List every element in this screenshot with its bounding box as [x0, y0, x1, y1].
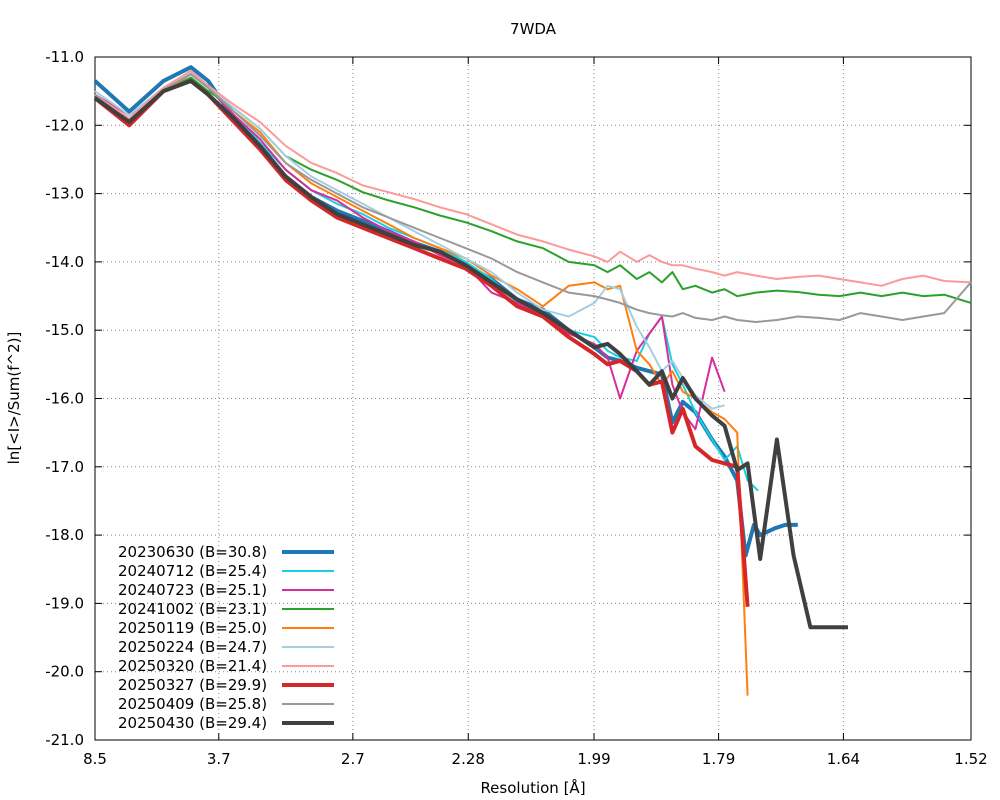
legend: 20230630 (B=30.8)20240712 (B=25.4)202407… [118, 543, 334, 732]
axis-ticks: -11.0 -12.0 -13.0 -14.0 -15.0 -16.0 -17.0 -18.0… [45, 48, 988, 768]
series-line-20250224 [94, 71, 725, 410]
x-tick-label: 1.79 [702, 750, 735, 768]
x-axis-label: Resolution [Å] [480, 778, 585, 797]
x-tick-label: 3.7 [207, 750, 231, 768]
x-tick-label: 1.99 [577, 750, 610, 768]
chart-title: 7WDA [510, 20, 557, 38]
y-tick-label: -13.0 [45, 185, 84, 203]
x-tick-label: 1.64 [827, 750, 860, 768]
x-tick-label: 1.52 [954, 750, 987, 768]
legend-label: 20250224 (B=24.7) [118, 638, 267, 656]
y-tick-label: -15.0 [45, 321, 84, 339]
legend-label: 20240723 (B=25.1) [118, 581, 267, 599]
y-tick-label: -14.0 [45, 253, 84, 271]
series-line-20250320 [94, 69, 971, 287]
legend-label: 20250409 (B=25.8) [118, 695, 267, 713]
legend-label: 20250320 (B=21.4) [118, 657, 267, 675]
y-tick-label: -20.0 [45, 663, 84, 681]
legend-label: 20250327 (B=29.9) [118, 676, 267, 694]
y-tick-label: -17.0 [45, 458, 84, 476]
x-tick-label: 8.5 [83, 750, 107, 768]
legend-label: 20250430 (B=29.4) [118, 714, 267, 732]
legend-label: 20241002 (B=23.1) [118, 600, 267, 618]
series-line-20250327 [93, 78, 750, 607]
y-tick-label: -11.0 [45, 48, 84, 66]
y-axis-label: ln[<I>/Sum(f^2)] [5, 332, 23, 465]
y-tick-label: -18.0 [45, 526, 84, 544]
series-line-20250409 [94, 73, 972, 323]
y-tick-label: -12.0 [45, 116, 84, 134]
x-tick-label: 2.7 [341, 750, 365, 768]
y-tick-label: -16.0 [45, 390, 84, 408]
series-lines [93, 65, 972, 696]
x-tick-label: 2.28 [452, 750, 485, 768]
series-line-20240723 [94, 73, 726, 431]
y-tick-label: -19.0 [45, 594, 84, 612]
y-tick-label: -21.0 [45, 731, 84, 749]
legend-label: 20240712 (B=25.4) [118, 562, 267, 580]
series-line-20240712 [94, 73, 759, 492]
legend-label: 20230630 (B=30.8) [118, 543, 267, 561]
series-line-20230630 [93, 65, 798, 558]
legend-label: 20250119 (B=25.0) [118, 619, 267, 637]
series-line-20250430 [93, 78, 848, 630]
